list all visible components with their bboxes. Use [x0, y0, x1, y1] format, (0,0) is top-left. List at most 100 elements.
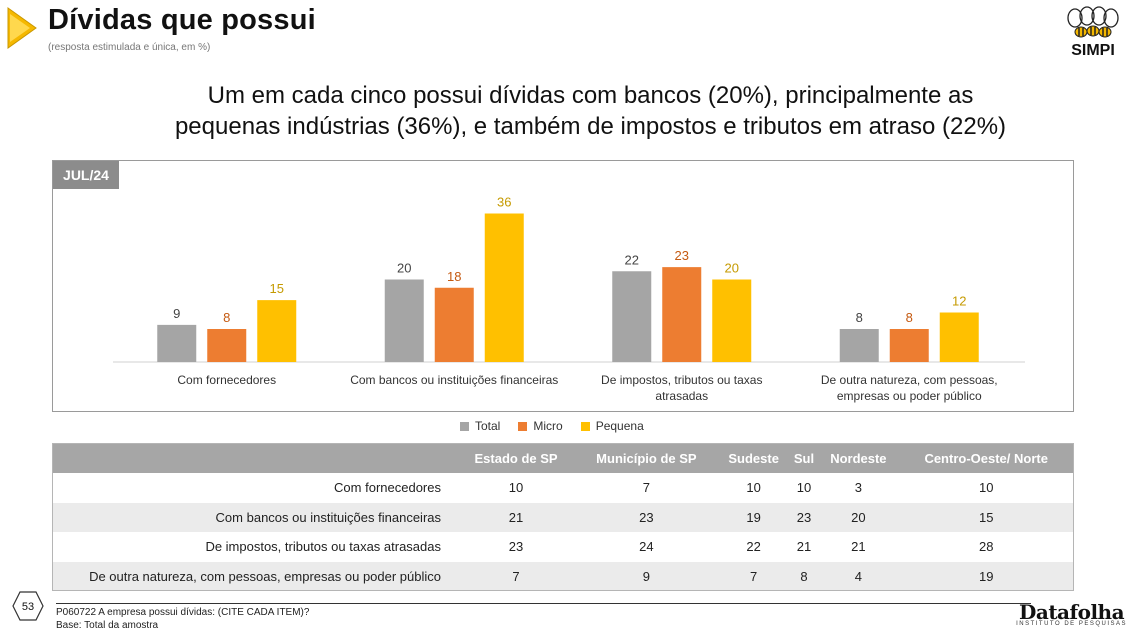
table-header-sul: Sul — [789, 443, 819, 473]
bar-chart: 9 8 15 Com fornecedores 20 18 36 Com bancos ou … — [113, 195, 1025, 403]
bar-total — [612, 271, 652, 362]
table-header-blank — [52, 443, 457, 473]
bees-icon — [1067, 6, 1119, 38]
data-label: 22 — [625, 252, 639, 267]
period-badge: JUL/24 — [53, 161, 119, 189]
play-arrow-icon — [7, 7, 37, 49]
table-cell: 28 — [978, 539, 994, 555]
legend-swatch-micro — [518, 421, 528, 431]
table-cell: 9 — [575, 561, 718, 591]
bar-total — [384, 279, 424, 362]
table-cell: 10 — [508, 480, 524, 496]
table-header-estado-sp: Estado de SP — [457, 443, 576, 473]
table-cell: 21 — [796, 539, 812, 555]
row-label: Com bancos ou instituições financeiras — [52, 502, 457, 532]
legend-swatch-total — [460, 421, 469, 431]
table-cell: 8 — [789, 561, 819, 591]
category-label: De impostos, tributos ou taxas — [601, 373, 762, 387]
table-header-row: Estado de SP Município de SP Sudeste Sul… — [52, 443, 1074, 473]
logo-text: SIMPI — [1071, 42, 1115, 59]
row-label: De impostos, tributos ou taxas atrasadas — [205, 539, 441, 555]
data-label: 9 — [173, 306, 180, 321]
table-cell: 4 — [818, 561, 899, 591]
category-label: empresas ou poder público — [837, 389, 982, 403]
page-title: Dívidas que possui — [48, 4, 316, 36]
footnote: P060722 A empresa possui dívidas: (CITE … — [56, 606, 309, 632]
bar-pequena — [712, 279, 752, 362]
table-row: Com fornecedores 10 7 10 10 3 10 — [52, 473, 1074, 503]
category-label: atrasadas — [655, 389, 708, 403]
data-label: 8 — [906, 310, 913, 325]
bar-total — [839, 329, 879, 362]
table-row: De impostos, tributos ou taxas atrasadas… — [52, 532, 1074, 562]
bar-pequena — [484, 213, 524, 362]
datafolha-subtitle: INSTITUTO DE PESQUISAS — [1016, 621, 1127, 627]
regional-table: Estado de SP Município de SP Sudeste Sul… — [52, 443, 1074, 591]
data-label: 20 — [397, 261, 411, 276]
row-label: Com fornecedores — [334, 480, 441, 496]
table-header-municipio-sp: Município de SP — [575, 443, 718, 473]
legend-item-total: Total — [460, 419, 500, 433]
table-cell: 7 — [642, 480, 650, 496]
simpi-logo: SIMPI — [1061, 4, 1125, 60]
table-cell: 19 — [717, 502, 790, 532]
legend-label-pequena: Pequena — [595, 419, 644, 433]
table-cell: 21 — [457, 502, 576, 532]
page-number-badge: 53 — [12, 591, 44, 621]
page-subtitle: (resposta estimulada e única, em %) — [48, 42, 211, 53]
question-text: P060722 A empresa possui dívidas: (CITE … — [56, 607, 310, 618]
table-cell: 20 — [818, 502, 899, 532]
table-row: Com bancos ou instituições financeiras 2… — [52, 502, 1074, 532]
data-label: 8 — [856, 310, 863, 325]
bar-pequena — [939, 312, 979, 362]
bar-total — [157, 324, 197, 362]
table-cell: 22 — [746, 539, 761, 555]
table-cell: 21 — [851, 539, 866, 555]
category-label: Com fornecedores — [177, 373, 276, 387]
legend-label-total: Total — [475, 419, 501, 433]
data-label: 23 — [675, 248, 689, 263]
data-label: 15 — [270, 281, 284, 296]
headline: Um em cada cinco possui dívidas com banc… — [60, 80, 1121, 142]
row-label: De outra natureza, com pessoas, empresas… — [52, 561, 457, 591]
table-cell: 15 — [898, 502, 1074, 532]
page-number: 53 — [22, 601, 34, 613]
headline-line-1: Um em cada cinco possui dívidas com banc… — [207, 82, 974, 109]
chart-legend: Total Micro Pequena — [460, 419, 644, 433]
data-label: 36 — [497, 195, 511, 210]
legend-label-micro: Micro — [533, 419, 563, 433]
table-header-nordeste: Nordeste — [818, 443, 899, 473]
category-label: De outra natureza, com pessoas, — [821, 373, 998, 387]
table-cell: 10 — [796, 480, 812, 496]
headline-line-2: pequenas indústrias (36%), e também de i… — [174, 113, 1007, 140]
table-row: De outra natureza, com pessoas, empresas… — [52, 561, 1074, 591]
data-label: 18 — [447, 269, 461, 284]
base-text: Base: Total da amostra — [56, 620, 159, 631]
table-cell: 10 — [978, 480, 994, 496]
legend-item-micro: Micro — [518, 419, 563, 433]
bar-micro — [662, 267, 702, 362]
table-cell: 7 — [457, 561, 576, 591]
category-label: Com bancos ou instituições financeiras — [350, 373, 558, 387]
legend-item-pequena: Pequena — [580, 419, 644, 433]
bar-micro — [207, 329, 247, 362]
data-label: 20 — [725, 261, 739, 276]
table-cell: 7 — [717, 561, 790, 591]
footer-divider — [56, 603, 1031, 604]
table-cell: 23 — [789, 502, 819, 532]
legend-swatch-pequena — [580, 421, 590, 431]
data-label: 12 — [952, 294, 966, 309]
data-label: 8 — [223, 310, 230, 325]
table-cell: 10 — [746, 480, 761, 496]
table-header-sudeste: Sudeste — [717, 443, 790, 473]
bar-micro — [889, 329, 929, 362]
table-header-centro-oeste-norte: Centro-Oeste/ Norte — [898, 443, 1074, 473]
datafolha-logo: Datafolha INSTITUTO DE PESQUISAS — [1016, 600, 1127, 627]
table-cell: 3 — [854, 480, 862, 496]
table-cell: 24 — [639, 539, 654, 555]
bar-micro — [434, 287, 474, 362]
chart-panel: 9 8 15 Com fornecedores 20 18 36 Com bancos ou … — [52, 160, 1074, 412]
table-cell: 23 — [508, 539, 524, 555]
table-cell: 19 — [898, 561, 1074, 591]
datafolha-name: Datafolha — [1019, 600, 1125, 624]
